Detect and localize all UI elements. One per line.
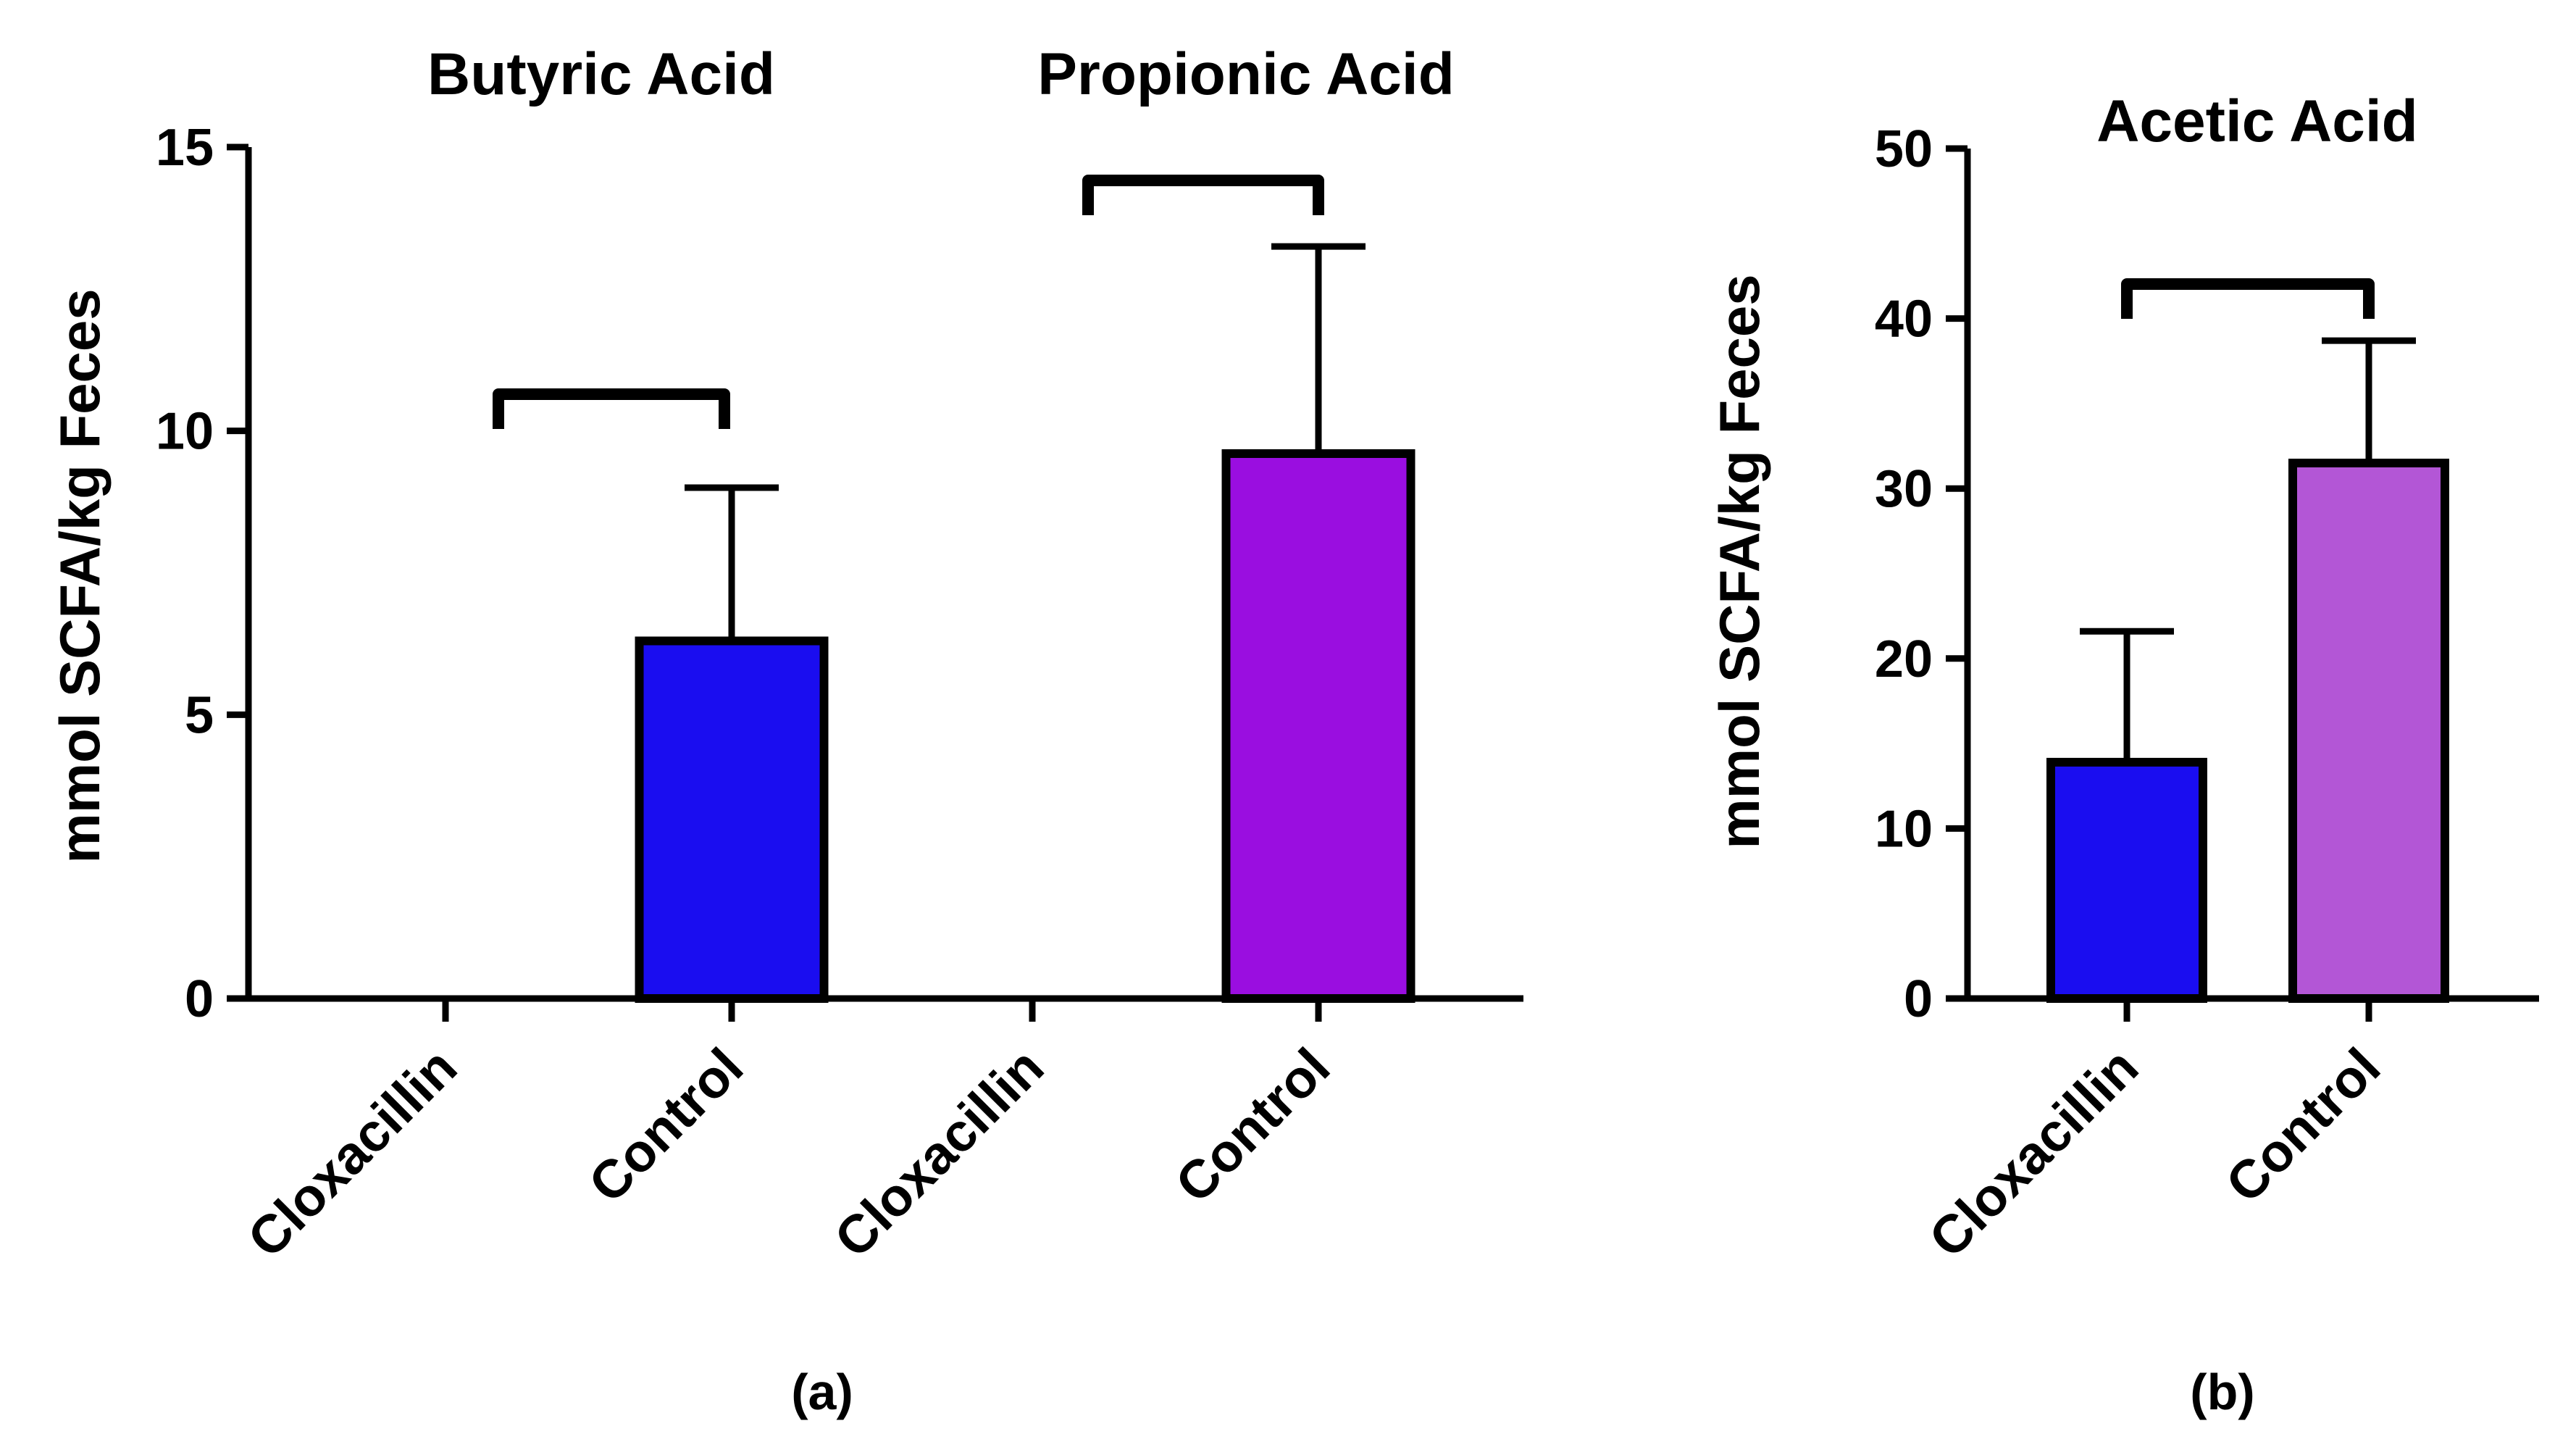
panel-a-y-tick-label: 10 (156, 403, 214, 461)
panel-b-error-bars (2080, 337, 2416, 762)
panel-a-category-label-cloxacillin: Cloxacillin (236, 1037, 468, 1269)
panel-a-y-tick-label: 5 (185, 686, 214, 744)
panel-b-bar-cloxacillin (2046, 757, 2207, 1003)
panel-a-significance-brackets (493, 175, 1324, 429)
panel-a-significance-bracket (493, 388, 730, 429)
panel-a-bar-control (1221, 449, 1415, 1003)
panel-a-label: (a) (791, 1364, 853, 1420)
panel-b-y-tick-label: 40 (1875, 291, 1933, 349)
panel-a: mmol SCFA/kg Feces Butyric Acid Propioni… (48, 41, 1523, 1420)
panel-a-category-label-control: Control (1164, 1037, 1342, 1214)
panel-b-y-ticks: 0 10 20 30 40 50 (1875, 120, 1967, 1028)
panel-b-bar-control (2288, 459, 2449, 1003)
panel-a-category-label-cloxacillin: Cloxacillin (823, 1037, 1055, 1269)
panel-b-bars (2046, 459, 2449, 1003)
panel-a-bar-control (635, 636, 829, 1003)
panel-b-category-label-control: Control (2215, 1037, 2392, 1214)
propionic-acid-title: Propionic Acid (1037, 41, 1455, 107)
panel-b-significance-brackets (2121, 278, 2375, 319)
panel-a-category-label-control: Control (577, 1037, 755, 1214)
panel-a-error-bars (685, 243, 1366, 641)
panel-a-bars (635, 449, 1415, 1003)
panel-b: mmol SCFA/kg Feces Acetic Acid 0 10 20 30 40… (1707, 88, 2539, 1420)
panel-a-y-tick-label: 0 (185, 970, 214, 1028)
panel-b-y-tick-label: 0 (1904, 970, 1933, 1028)
panel-a-category-labels: Cloxacillin Control Cloxacillin Control (236, 999, 1341, 1269)
panel-b-category-labels: Cloxacillin Control (1918, 999, 2391, 1269)
panel-a-y-ticks: 0 5 10 15 (156, 119, 248, 1028)
panel-b-y-tick-label: 20 (1875, 630, 1933, 688)
panel-a-y-tick-label: 15 (156, 119, 214, 177)
panel-b-category-label-cloxacillin: Cloxacillin (1918, 1037, 2149, 1269)
panel-b-label: (b) (2190, 1364, 2254, 1420)
panel-b-significance-bracket (2121, 278, 2375, 319)
acetic-acid-title: Acetic Acid (2096, 88, 2418, 154)
panel-a-significance-bracket (1082, 175, 1324, 215)
panel-b-y-tick-label: 10 (1875, 800, 1933, 858)
panel-b-y-tick-label: 30 (1875, 460, 1933, 518)
panel-b-y-tick-label: 50 (1875, 120, 1933, 178)
butyric-acid-title: Butyric Acid (427, 41, 775, 107)
panel-a-y-axis-label: mmol SCFA/kg Feces (48, 288, 112, 863)
panel-b-y-axis-label: mmol SCFA/kg Feces (1707, 274, 1771, 849)
